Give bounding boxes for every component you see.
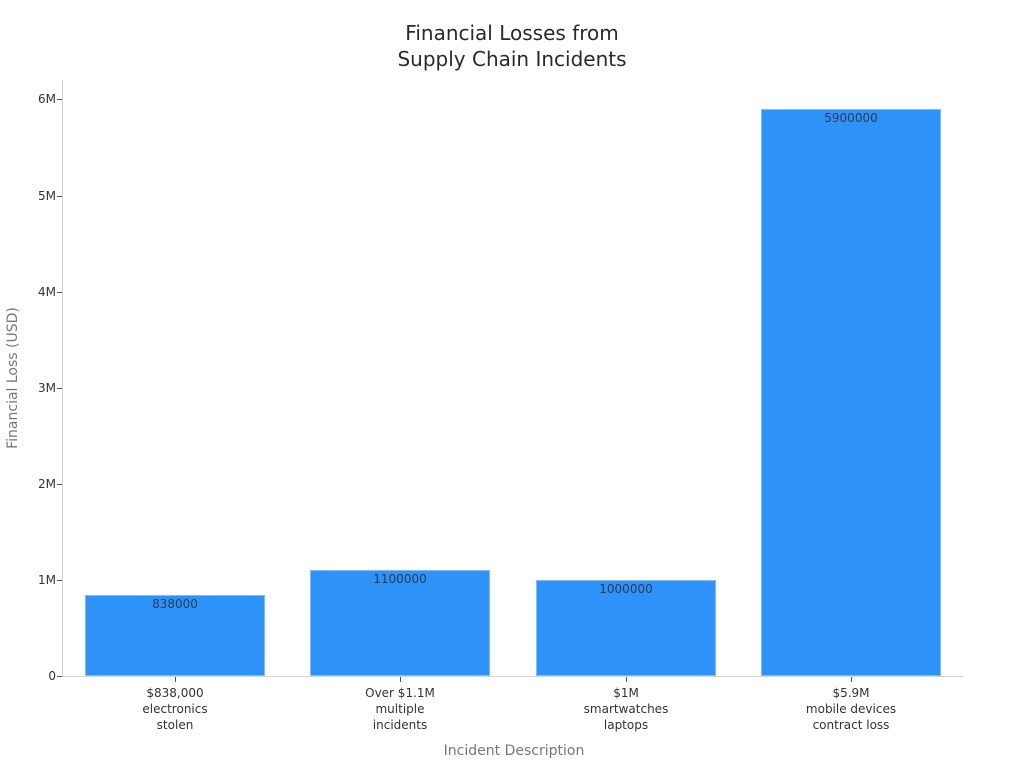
y-tick	[57, 676, 62, 677]
chart-title-line-2: Supply Chain Incidents	[397, 47, 627, 71]
x-tick-label-line: $5.9M	[832, 686, 870, 700]
x-tick-label-line: mobile devices	[805, 702, 897, 716]
y-tick-label: 3M	[38, 381, 56, 395]
chart-title: Financial Losses from Supply Chain Incid…	[0, 20, 1024, 72]
x-tick-label: Over $1.1M multiple incidents	[365, 685, 435, 733]
y-tick	[57, 99, 62, 100]
y-tick	[57, 388, 62, 389]
x-tick-label: $5.9M mobile devices contract loss	[806, 685, 896, 733]
x-tick-label-line: laptops	[603, 718, 649, 732]
bar-value-label: 5900000	[824, 111, 878, 125]
x-tick-label-line: contract loss	[812, 718, 890, 732]
y-tick-label: 2M	[38, 477, 56, 491]
x-tick-label-line: multiple	[375, 702, 425, 716]
x-tick-label-line: Over $1.1M	[365, 686, 435, 700]
y-tick-label: 0	[48, 669, 56, 683]
y-axis-line	[62, 80, 63, 677]
bar[interactable]	[310, 570, 490, 676]
chart-title-line-1: Financial Losses from	[405, 21, 619, 45]
x-tick-label-line: $1M	[613, 686, 639, 700]
bar[interactable]	[85, 595, 265, 676]
y-tick-label: 4M	[38, 285, 56, 299]
y-tick	[57, 580, 62, 581]
x-tick-label-line: smartwatches	[583, 702, 669, 716]
x-tick	[851, 677, 852, 682]
x-axis-line	[62, 676, 963, 677]
x-tick-label-line: $838,000	[146, 686, 204, 700]
x-tick	[626, 677, 627, 682]
y-tick	[57, 196, 62, 197]
x-tick-label-line: electronics	[142, 702, 208, 716]
x-tick-label: $1M smartwatches laptops	[584, 685, 669, 733]
bar-value-label: 1000000	[599, 581, 653, 596]
bar[interactable]	[536, 579, 716, 676]
y-tick-label: 1M	[38, 573, 56, 587]
y-tick-label: 6M	[38, 92, 56, 106]
bar-value-label: 838000	[152, 597, 198, 612]
x-axis-title: Incident Description	[443, 743, 585, 759]
x-tick-label: $838,000 electronics stolen	[142, 685, 207, 733]
x-tick	[175, 677, 176, 682]
x-tick	[400, 677, 401, 682]
x-tick-label-line: incidents	[372, 718, 428, 732]
bar[interactable]	[761, 109, 941, 676]
x-tick-label-line: stolen	[156, 718, 194, 732]
y-axis-title: Financial Loss (USD)	[5, 307, 21, 449]
y-tick-label: 5M	[38, 189, 56, 203]
bar-value-label: 1100000	[373, 572, 427, 587]
y-tick	[57, 292, 62, 293]
y-tick	[57, 484, 62, 485]
